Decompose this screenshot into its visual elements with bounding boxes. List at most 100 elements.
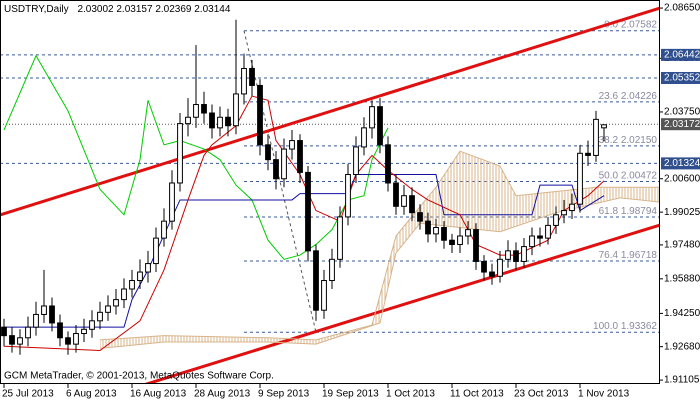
symbol: USDTRY,Daily [4, 4, 69, 15]
candle-body [1, 326, 7, 337]
candle-body [33, 313, 39, 328]
candle-body [337, 216, 343, 260]
candle-body [305, 171, 311, 252]
candle-body [601, 124, 607, 129]
candle-body [233, 93, 239, 127]
x-tick-label: 9 Sep 2013 [258, 389, 310, 400]
fib-label: 61.8 1.98794 [599, 206, 658, 217]
axes: 2.086502.062802.037502.006001.990251.974… [2, 3, 700, 400]
candle-body [177, 123, 183, 184]
candle-body [481, 260, 487, 273]
candle-body [449, 239, 455, 245]
indicator-line [99, 150, 660, 341]
candle-body [361, 127, 367, 148]
candle-body [225, 116, 231, 127]
candle-body [321, 280, 327, 311]
candle-body [489, 271, 495, 277]
x-tick-label: 25 Jul 2013 [2, 389, 54, 400]
candle-body [145, 263, 151, 273]
candle-body [353, 146, 359, 176]
candle-body [193, 104, 199, 118]
y-tick-label: 2.08650 [664, 3, 700, 14]
candle-body [433, 227, 439, 235]
candle-body [441, 227, 447, 241]
price-level-label: 2.05352 [664, 73, 700, 84]
fib-price: 2.07582 [621, 19, 658, 30]
candle-body [289, 140, 295, 150]
y-tick-label: 1.92680 [664, 341, 700, 352]
candle-body [577, 152, 583, 205]
candle-body [265, 144, 271, 161]
plot-area: 0.0 2.07582 23.6 2.04226 38.2 2.02150 50.0 … [0, 6, 660, 384]
x-tick-label: 28 Aug 2013 [194, 389, 251, 400]
candle-body [401, 195, 407, 207]
fib-price: 2.00472 [621, 170, 658, 181]
candle-body [409, 195, 415, 214]
x-tick-label: 11 Oct 2013 [450, 389, 504, 400]
price-level-label: 2.06442 [664, 50, 700, 61]
candle-body [497, 258, 503, 277]
price-level-box [661, 71, 700, 84]
candle-body [585, 152, 591, 156]
candle-body [65, 337, 71, 345]
candle-body [137, 271, 143, 282]
candle-body [329, 258, 335, 282]
candle-body [553, 214, 559, 226]
fib-price: 2.02150 [621, 135, 658, 146]
candle-body [249, 67, 255, 86]
candle-body [273, 159, 279, 180]
candle-body [281, 148, 287, 180]
candle-body [569, 203, 575, 212]
fib-ratio: 61.8 [599, 206, 619, 217]
candle-body [417, 212, 423, 222]
candle-body [313, 250, 319, 311]
candle-body [545, 224, 551, 239]
candle-body [161, 220, 167, 239]
y-tick-label: 1.91105 [664, 375, 700, 386]
candle-body [561, 210, 567, 216]
candle-body [113, 299, 119, 307]
chart-header: USDTRY,Daily 2.03002 2.03157 2.02369 2.0… [4, 4, 231, 15]
candle-body [57, 322, 63, 339]
candle-body [17, 337, 23, 345]
fib-ratio: 76.4 [599, 250, 619, 261]
candle-body [473, 229, 479, 262]
y-tick-label: 2.00600 [664, 173, 700, 184]
fib-price: 1.96718 [621, 250, 658, 261]
fib-ratio: 50.0 [599, 170, 619, 181]
x-tick-label: 19 Sep 2013 [322, 389, 379, 400]
cloud-fill [100, 151, 660, 349]
candle-body [457, 235, 463, 245]
candle-body [521, 246, 527, 262]
price-level-label: 2.01324 [664, 158, 700, 169]
candle-body [377, 106, 383, 146]
bid-box [661, 118, 700, 131]
fib-ratio: 100.0 [593, 321, 618, 332]
y-tick-label: 1.95880 [664, 273, 700, 284]
candle-body [185, 116, 191, 125]
price-level-box [661, 48, 700, 61]
trend-line [141, 223, 660, 384]
header-low: 2.02369 [155, 4, 192, 15]
header-high: 2.03157 [116, 4, 153, 15]
candle-body [297, 140, 303, 173]
plot-frame [0, 0, 660, 384]
candle-body [345, 174, 351, 218]
candle-body [169, 182, 175, 222]
fib-price: 1.93362 [621, 321, 658, 332]
fib-label: 0.0 2.07582 [604, 19, 657, 30]
candle-body [201, 104, 207, 114]
y-tick-label: 2.03750 [664, 107, 700, 118]
candle-body [9, 335, 15, 345]
candle-body [153, 237, 159, 265]
x-tick-label: 1 Nov 2013 [578, 389, 630, 400]
footer: GCM MetaTrader, © 2001-2013, MetaQuotes … [4, 371, 274, 382]
candle-body [241, 67, 247, 95]
fib-label: 50.0 2.00472 [599, 170, 658, 181]
fib-price: 1.98794 [621, 206, 658, 217]
y-tick-label: 1.99025 [664, 207, 700, 218]
y-tick-label: 1.94250 [664, 308, 700, 319]
candle-body [41, 305, 47, 315]
candle-body [89, 320, 95, 330]
